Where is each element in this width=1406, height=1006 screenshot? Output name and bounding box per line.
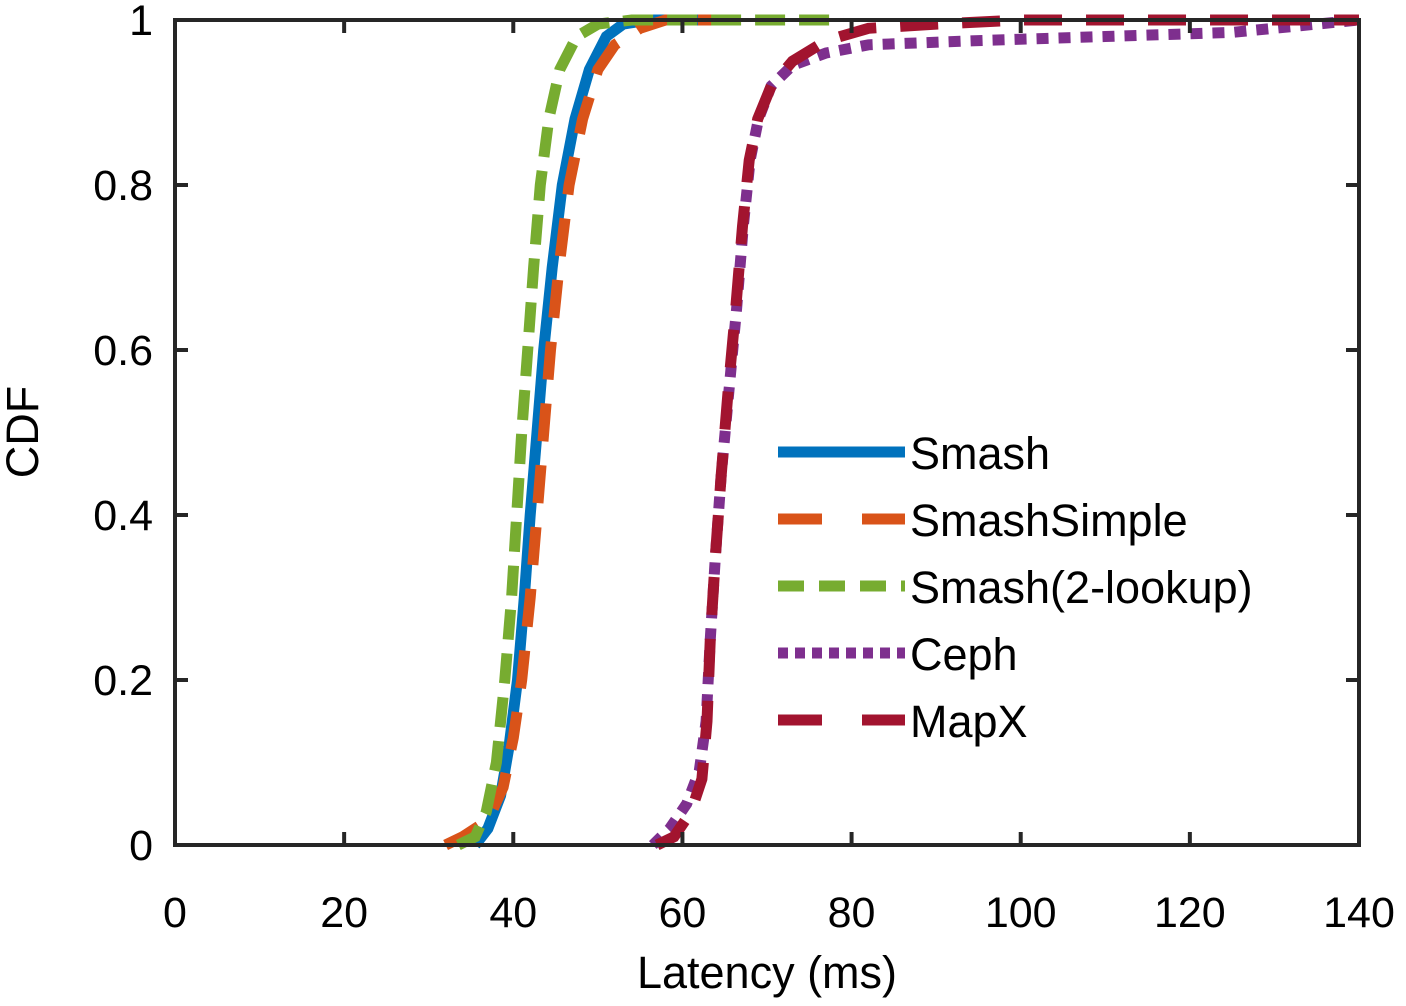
- legend-item: Smash(2-lookup): [778, 562, 1253, 613]
- y-tick-label: 0.8: [93, 162, 153, 210]
- x-tick-label: 120: [1154, 889, 1226, 937]
- x-tick-label: 20: [320, 889, 368, 937]
- y-axis-title: CDF: [0, 386, 48, 478]
- x-tick-label: 100: [985, 889, 1057, 937]
- x-axis-title: Latency (ms): [637, 947, 897, 998]
- legend-item: Smash: [778, 428, 1050, 479]
- ticks-layer: 0 20 40 60 80 100 120 140 0 0.2 0.4 0.6 0.8 1: [93, 0, 1395, 937]
- series-layer: [443, 14, 1360, 850]
- legend-item: Ceph: [778, 629, 1018, 680]
- legend: Smash SmashSimple Smash(2-lookup) Ceph MapX: [778, 428, 1253, 747]
- x-tick-label: 60: [659, 889, 707, 937]
- y-tick-label: 0.6: [93, 327, 153, 375]
- series-line-mapx: [654, 14, 1359, 850]
- legend-label: SmashSimple: [910, 495, 1188, 546]
- x-tick-label: 40: [489, 889, 537, 937]
- legend-item: SmashSimple: [778, 495, 1188, 546]
- y-tick-label: 0.4: [93, 492, 153, 540]
- legend-label: MapX: [910, 696, 1028, 747]
- y-tick-label: 0: [129, 822, 153, 870]
- legend-label: Ceph: [910, 629, 1018, 680]
- plot-area-frame: [173, 18, 1361, 847]
- y-tick-label: 1: [129, 0, 153, 45]
- x-tick-label: 0: [163, 889, 187, 937]
- x-tick-label: 140: [1323, 889, 1395, 937]
- legend-item: MapX: [778, 696, 1028, 747]
- legend-label: Smash(2-lookup): [910, 562, 1253, 613]
- legend-label: Smash: [910, 428, 1050, 479]
- y-tick-label: 0.2: [93, 657, 153, 705]
- series-line-smashsimple: [443, 14, 767, 850]
- series-line-smash: [470, 14, 700, 849]
- series-line-smash-2-lookup: [455, 14, 844, 850]
- x-tick-label: 80: [828, 889, 876, 937]
